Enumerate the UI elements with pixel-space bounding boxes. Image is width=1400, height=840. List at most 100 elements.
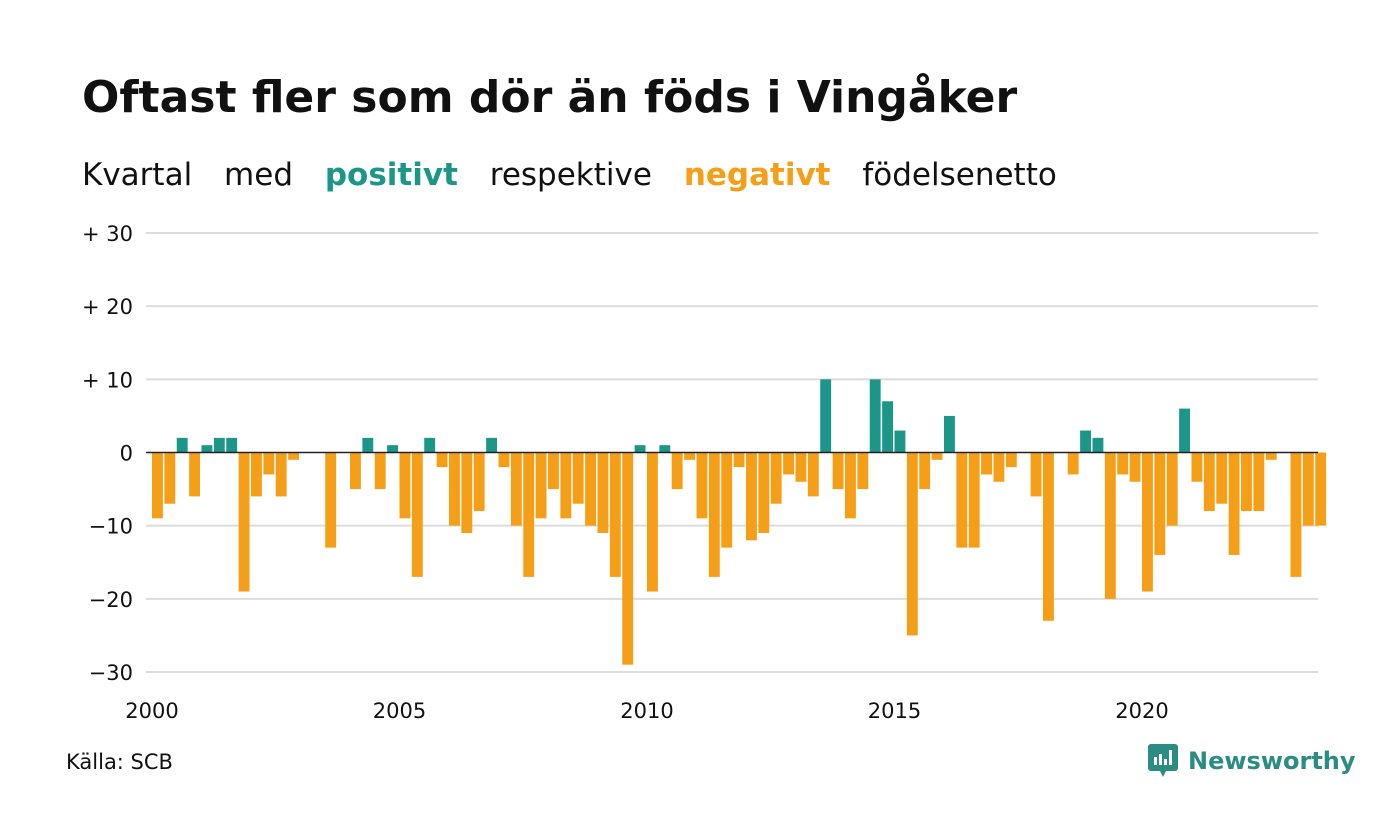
y-tick-label: + 20 xyxy=(82,295,133,319)
bar-negative xyxy=(473,452,485,512)
y-tick-label: + 10 xyxy=(82,368,133,392)
bar-negative xyxy=(721,452,733,548)
bar-negative xyxy=(1253,452,1265,512)
subtitle-word-kvartal: Kvartal xyxy=(82,157,193,193)
bar-negative xyxy=(1043,452,1054,621)
bar-positive xyxy=(226,437,238,453)
bar-negative xyxy=(758,452,770,533)
bar-negative xyxy=(1290,452,1302,577)
bar-negative xyxy=(436,452,448,468)
bar-negative xyxy=(622,452,634,665)
bar-positive xyxy=(882,401,894,453)
source-note: Källa: SCB xyxy=(66,750,173,774)
bar-negative xyxy=(263,452,275,475)
bar-positive xyxy=(213,437,225,453)
bar-negative xyxy=(906,452,918,636)
y-tick-label: 0 xyxy=(120,442,133,466)
y-tick-label: + 30 xyxy=(82,222,133,246)
bar-positive xyxy=(362,437,374,453)
bar-negative xyxy=(1117,452,1129,475)
subtitle-word-fodelsenetto: födelsenetto xyxy=(862,157,1057,193)
bar-negative xyxy=(374,452,386,490)
bar-positive xyxy=(894,430,906,453)
bar-negative xyxy=(548,452,559,490)
bar-negative xyxy=(325,452,337,548)
bar-negative xyxy=(647,452,658,592)
bar-negative xyxy=(919,452,931,490)
bar-negative xyxy=(708,452,720,577)
y-tick-label: −30 xyxy=(89,661,133,685)
bar-negative xyxy=(461,452,473,533)
newsworthy-logo: Newsworthy xyxy=(1148,744,1356,778)
bar-positive xyxy=(1092,437,1104,453)
subtitle-positive-label: positivt xyxy=(324,157,458,193)
bar-negative xyxy=(498,452,510,468)
bar-negative xyxy=(968,452,980,548)
bar-positive xyxy=(424,437,436,453)
bar-positive xyxy=(869,379,881,453)
bar-negative xyxy=(845,452,856,519)
bar-negative xyxy=(189,452,201,497)
bar-negative xyxy=(671,452,683,490)
x-tick-label: 2000 xyxy=(125,699,178,723)
bar-negative xyxy=(152,452,163,519)
bar-negative xyxy=(1203,452,1215,512)
bar-negative xyxy=(597,452,609,533)
bar-negative xyxy=(1302,452,1314,526)
bar-negative xyxy=(275,452,287,497)
bar-negative xyxy=(832,452,844,490)
bar-negative xyxy=(1104,452,1116,599)
bar-negative xyxy=(1191,452,1203,482)
bar-negative xyxy=(411,452,423,577)
y-tick-label: −20 xyxy=(89,588,133,612)
bar-negative xyxy=(807,452,819,497)
bar-negative xyxy=(535,452,547,519)
bar-negative xyxy=(609,452,621,577)
bar-negative xyxy=(1067,452,1079,475)
bar-negative xyxy=(956,452,968,548)
bar-negative xyxy=(449,452,460,526)
bar-negative xyxy=(1005,452,1017,468)
x-axis-ticks: 2000 2005 2010 2015 2020 xyxy=(125,699,1168,723)
bar-negative xyxy=(1228,452,1240,555)
bar-positive xyxy=(486,437,498,453)
bar-negative xyxy=(164,452,176,504)
subtitle-word-respektive: respektive xyxy=(489,157,652,193)
bar-negative xyxy=(585,452,597,526)
bar-positive xyxy=(1080,430,1092,453)
bar-negative xyxy=(572,452,584,504)
y-axis-ticks: + 30 + 20 + 10 0 −10 −20 −30 xyxy=(82,222,133,685)
x-tick-label: 2015 xyxy=(868,699,921,723)
bar-negative xyxy=(1265,452,1277,460)
bar-negative xyxy=(783,452,795,475)
bar-negative xyxy=(993,452,1005,482)
bar-negative xyxy=(523,452,535,577)
bar-negative xyxy=(1241,452,1252,512)
bar-negative xyxy=(1216,452,1228,504)
x-tick-label: 2010 xyxy=(620,699,673,723)
chart-title: Oftast fler som dör än föds i Vingåker xyxy=(82,72,1018,123)
bar-negative xyxy=(733,452,745,468)
bar-negative xyxy=(350,452,361,490)
bar-negative xyxy=(288,452,300,460)
bar-positive xyxy=(176,437,188,453)
bar-negative xyxy=(1142,452,1153,592)
bar-negative xyxy=(560,452,572,519)
bar-negative xyxy=(684,452,696,460)
bar-negative xyxy=(1166,452,1178,526)
chart-subtitle: Kvartal med positivt respektive negativt… xyxy=(82,157,1079,193)
bar-negative xyxy=(1315,452,1327,526)
bars xyxy=(152,379,1327,665)
bar-negative xyxy=(399,452,411,519)
bar-negative xyxy=(238,452,250,592)
bar-positive xyxy=(1179,408,1191,453)
y-tick-label: −10 xyxy=(89,515,133,539)
subtitle-negative-label: negativt xyxy=(683,157,831,193)
bar-negative xyxy=(510,452,522,526)
bar-positive xyxy=(387,445,399,453)
bar-negative xyxy=(857,452,869,490)
bar-negative xyxy=(251,452,262,497)
subtitle-word-med: med xyxy=(224,157,293,193)
newsworthy-logo-icon xyxy=(1148,744,1178,777)
